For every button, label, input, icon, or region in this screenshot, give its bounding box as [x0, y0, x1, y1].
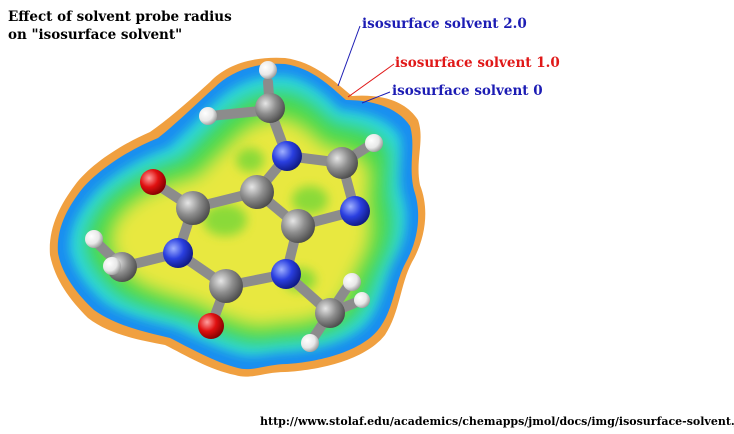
carbon-atom	[209, 269, 243, 303]
leader-line-solvent-2	[337, 25, 361, 87]
source-url: http://www.stolaf.edu/academics/chemapps…	[260, 415, 734, 428]
carbon-atom	[240, 175, 274, 209]
title-line-1: Effect of solvent probe radius	[8, 9, 232, 25]
leader-line-solvent-0	[361, 91, 391, 104]
hydrogen-atom	[103, 257, 121, 275]
carbon-atom	[315, 298, 345, 328]
hydrogen-atom	[199, 107, 217, 125]
oxygen-atom	[140, 169, 166, 195]
carbon-atom	[326, 147, 358, 179]
leader-line-solvent-1	[347, 63, 395, 98]
oxygen-atom	[198, 313, 224, 339]
figure-title: Effect of solvent probe radius on "isosu…	[8, 8, 232, 44]
title-line-2: on "isosurface solvent"	[8, 27, 183, 43]
carbon-atom	[281, 209, 315, 243]
hydrogen-atom	[85, 230, 103, 248]
carbon-atom	[176, 191, 210, 225]
hydrogen-atom	[301, 334, 319, 352]
hydrogen-atom	[259, 61, 277, 79]
nitrogen-atom	[271, 259, 301, 289]
atoms	[85, 61, 383, 352]
hydrogen-atom	[343, 273, 361, 291]
hydrogen-atom	[365, 134, 383, 152]
carbon-atom	[255, 93, 285, 123]
nitrogen-atom	[163, 238, 193, 268]
hydrogen-atom	[354, 292, 370, 308]
nitrogen-atom	[340, 196, 370, 226]
label-isosurface-solvent-1: isosurface solvent 1.0	[395, 55, 560, 71]
nitrogen-atom	[272, 141, 302, 171]
label-isosurface-solvent-0: isosurface solvent 0	[392, 83, 543, 99]
label-isosurface-solvent-2: isosurface solvent 2.0	[362, 16, 527, 32]
